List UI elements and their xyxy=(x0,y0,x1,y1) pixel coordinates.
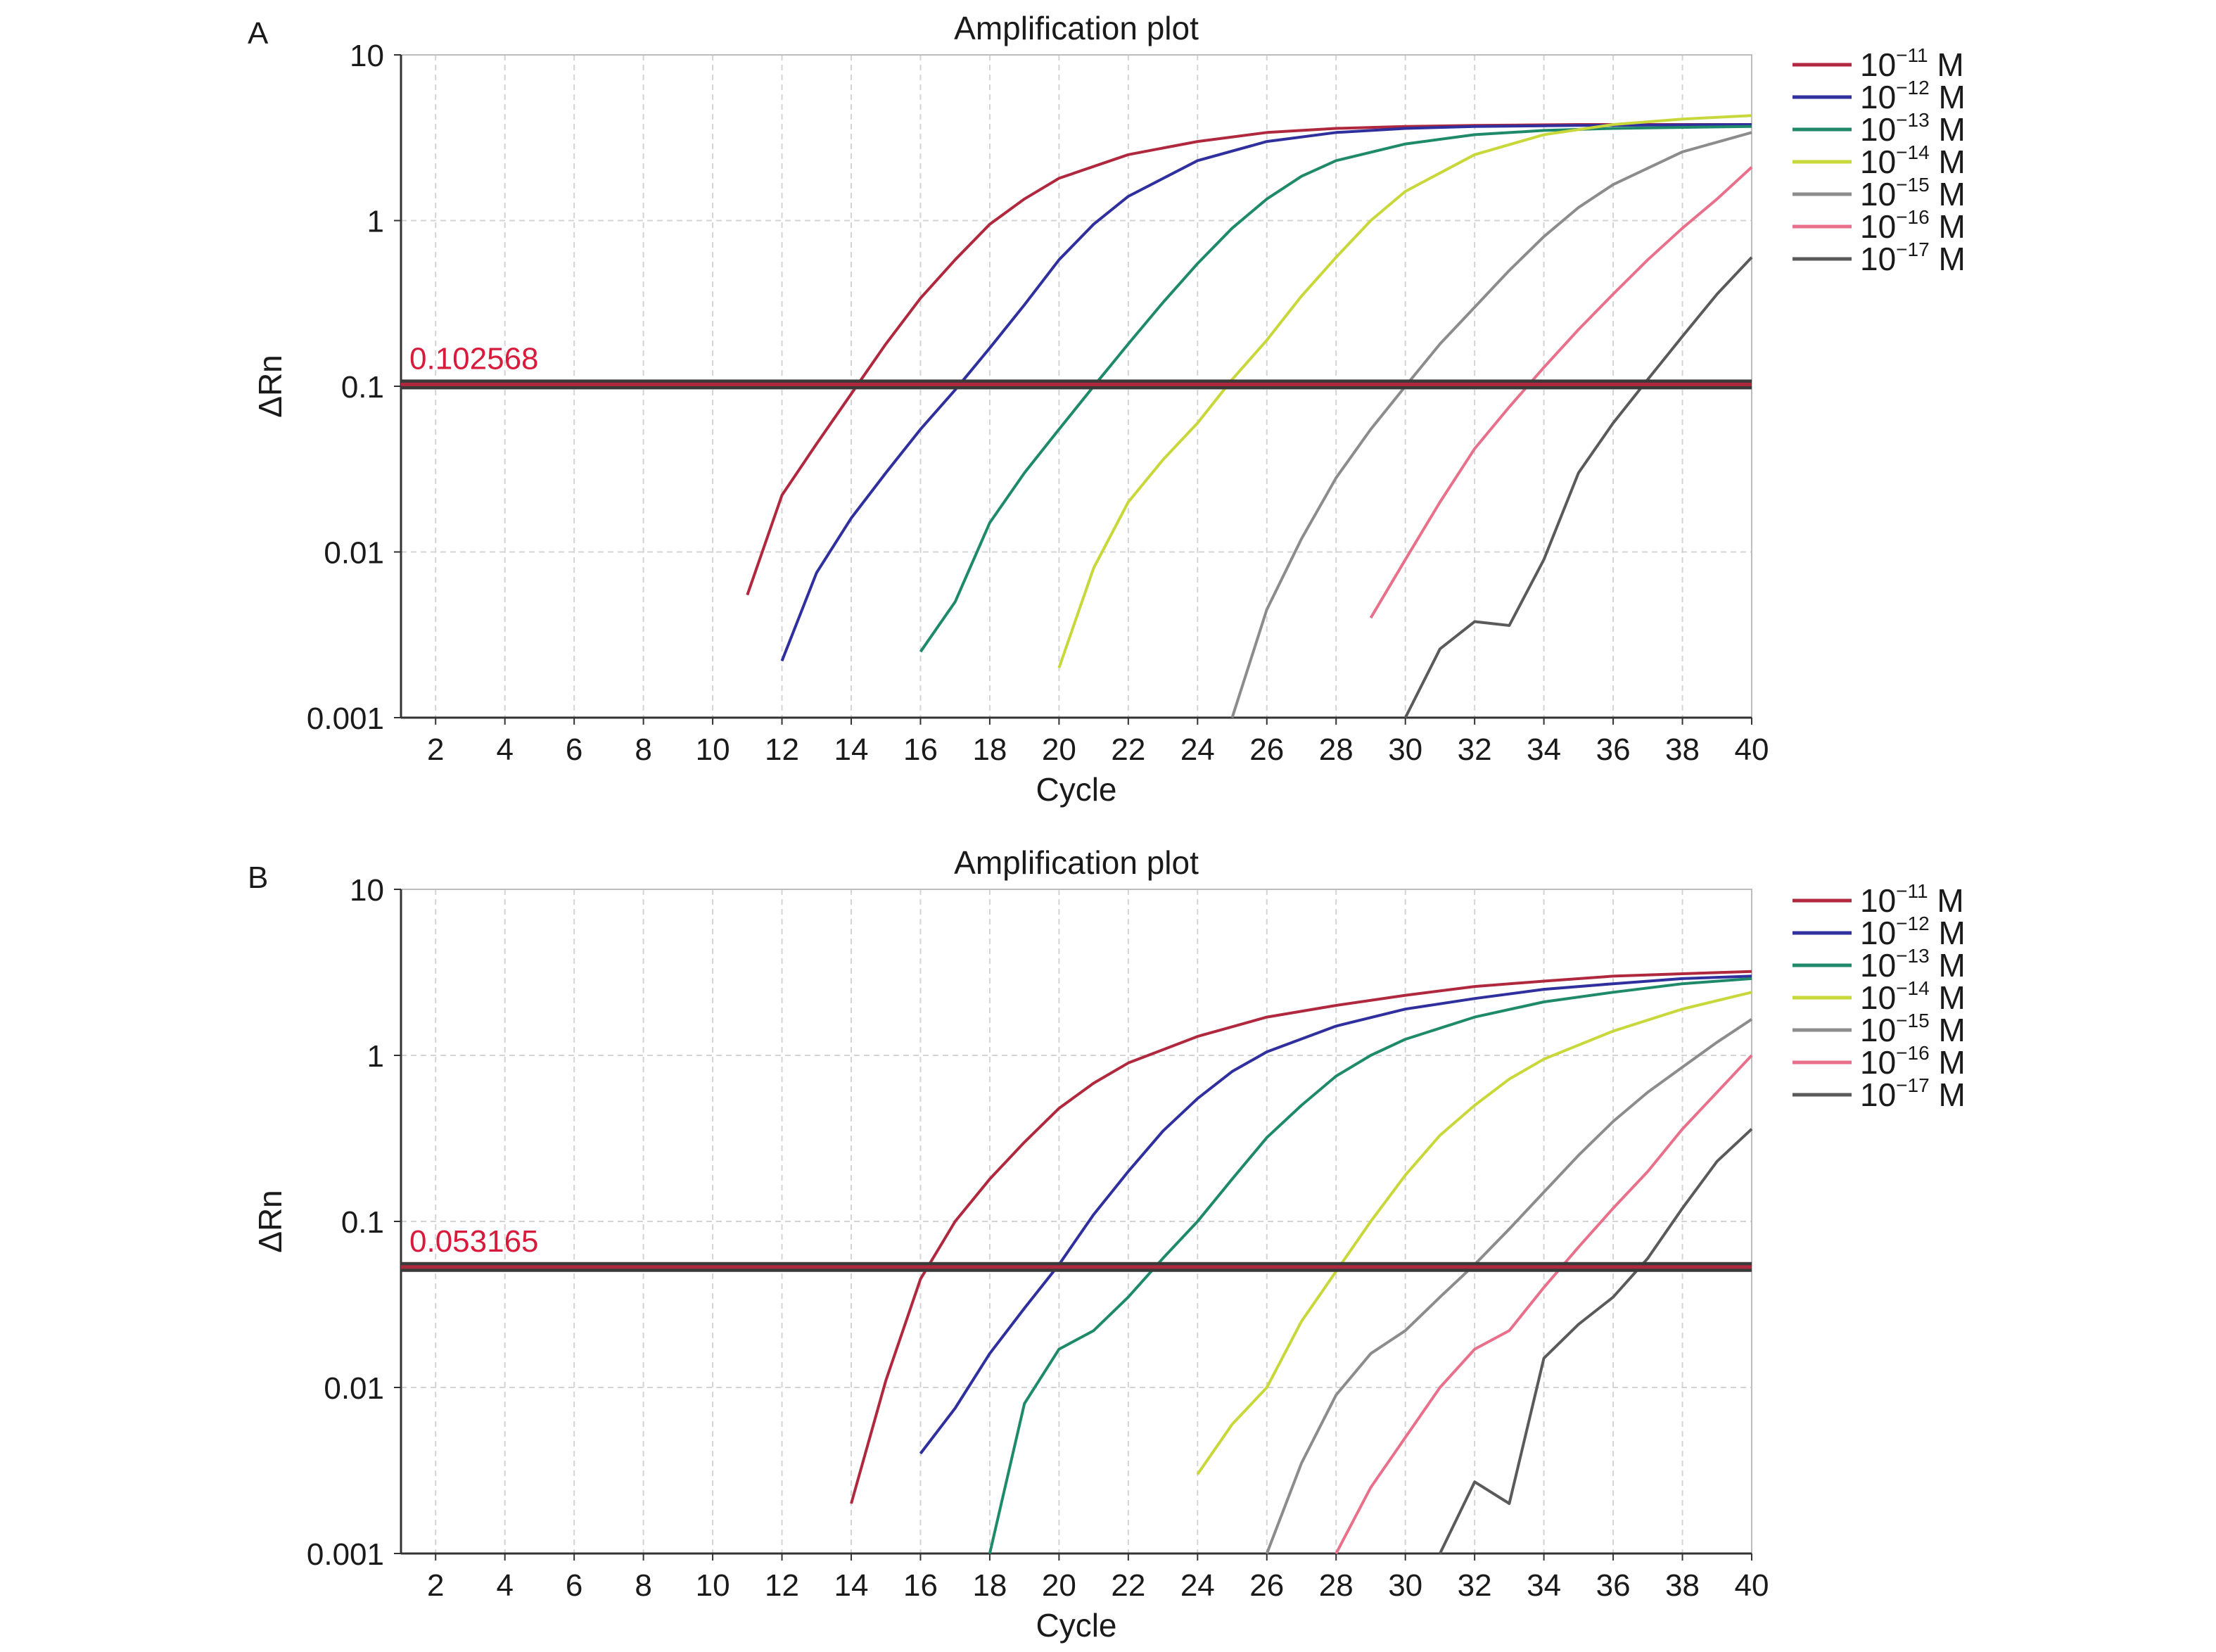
series-line-1e-15 xyxy=(1230,131,1752,718)
y-tick-label: 10 xyxy=(350,873,384,908)
x-tick-label: 6 xyxy=(566,1568,582,1603)
x-tick-label: 20 xyxy=(1042,1568,1076,1603)
x-tick-label: 30 xyxy=(1388,1568,1422,1603)
series-line-1e-15 xyxy=(1265,1018,1753,1554)
y-axis-label: ΔRn xyxy=(252,1190,288,1253)
x-tick-label: 26 xyxy=(1249,1568,1284,1603)
y-tick-label: 1 xyxy=(367,205,384,239)
chart-title: Amplification plot xyxy=(954,10,1199,46)
y-tick-label: 1 xyxy=(367,1039,384,1074)
series-line-1e-13 xyxy=(988,977,1752,1554)
x-tick-label: 22 xyxy=(1111,732,1145,767)
x-tick-label: 10 xyxy=(696,1568,730,1603)
y-tick-label: 0.01 xyxy=(324,1371,384,1406)
x-tick-label: 20 xyxy=(1042,732,1076,767)
series-line-1e-17 xyxy=(1403,256,1753,718)
x-tick-label: 24 xyxy=(1180,1568,1215,1603)
y-tick-label: 0.1 xyxy=(341,1205,384,1240)
series-line-1e-14 xyxy=(1057,114,1752,668)
y-tick-label: 0.001 xyxy=(307,1537,384,1572)
x-tick-label: 28 xyxy=(1319,732,1354,767)
legend-label: 10−16 M xyxy=(1860,1042,1966,1081)
legend-label: 10−14 M xyxy=(1860,141,1966,180)
panel-letter: B xyxy=(248,860,268,895)
x-tick-label: 32 xyxy=(1458,1568,1492,1603)
x-tick-label: 32 xyxy=(1458,732,1492,767)
legend-label: 10−17 M xyxy=(1860,1074,1966,1113)
x-tick-label: 4 xyxy=(496,1568,513,1603)
legend-label: 10−11 M xyxy=(1860,880,1964,919)
series-line-1e-13 xyxy=(919,125,1752,653)
x-tick-label: 36 xyxy=(1596,732,1631,767)
x-tick-label: 24 xyxy=(1180,732,1215,767)
legend-label: 10−15 M xyxy=(1860,174,1966,212)
x-tick-label: 34 xyxy=(1527,1568,1561,1603)
legend-label: 10−12 M xyxy=(1860,913,1966,951)
x-tick-label: 30 xyxy=(1388,732,1422,767)
x-tick-label: 36 xyxy=(1596,1568,1631,1603)
x-tick-label: 26 xyxy=(1249,732,1284,767)
x-tick-label: 4 xyxy=(496,732,513,767)
series-line-1e-12 xyxy=(780,123,1752,662)
x-axis-label: Cycle xyxy=(1036,1607,1116,1644)
legend-label: 10−11 M xyxy=(1860,44,1964,83)
x-axis-label: Cycle xyxy=(1036,771,1116,808)
x-tick-label: 8 xyxy=(635,732,651,767)
x-tick-label: 34 xyxy=(1527,732,1561,767)
y-tick-label: 0.1 xyxy=(341,370,384,405)
x-tick-label: 16 xyxy=(903,1568,938,1603)
x-tick-label: 10 xyxy=(696,732,730,767)
y-tick-label: 10 xyxy=(350,39,384,73)
x-tick-label: 40 xyxy=(1735,1568,1769,1603)
x-tick-label: 6 xyxy=(566,732,582,767)
x-tick-label: 18 xyxy=(972,1568,1007,1603)
x-tick-label: 14 xyxy=(834,1568,869,1603)
series-line-1e-12 xyxy=(919,974,1752,1455)
x-tick-label: 12 xyxy=(765,1568,799,1603)
series-line-1e-16 xyxy=(1335,1054,1753,1554)
x-tick-label: 40 xyxy=(1735,732,1769,767)
series-line-1e-17 xyxy=(1439,1128,1753,1554)
x-tick-label: 2 xyxy=(427,1568,444,1603)
x-tick-label: 38 xyxy=(1665,1568,1700,1603)
x-tick-label: 38 xyxy=(1665,732,1700,767)
legend-label: 10−17 M xyxy=(1860,239,1966,277)
threshold-label: 0.053165 xyxy=(409,1224,539,1259)
x-tick-label: 12 xyxy=(765,732,799,767)
x-tick-label: 16 xyxy=(903,732,938,767)
x-tick-label: 8 xyxy=(635,1568,651,1603)
legend-label: 10−13 M xyxy=(1860,109,1966,148)
legend-label: 10−16 M xyxy=(1860,206,1966,245)
series-line-1e-11 xyxy=(746,123,1752,596)
x-tick-label: 14 xyxy=(834,732,869,767)
y-tick-label: 0.001 xyxy=(307,701,384,736)
legend-label: 10−12 M xyxy=(1860,77,1966,115)
y-tick-label: 0.01 xyxy=(324,536,384,571)
legend-label: 10−13 M xyxy=(1860,945,1966,984)
legend-label: 10−15 M xyxy=(1860,1010,1966,1048)
x-tick-label: 2 xyxy=(427,732,444,767)
x-tick-label: 22 xyxy=(1111,1568,1145,1603)
series-line-1e-14 xyxy=(1196,991,1752,1475)
chart-title: Amplification plot xyxy=(954,844,1199,881)
series-line-1e-11 xyxy=(850,970,1752,1504)
x-tick-label: 18 xyxy=(972,732,1007,767)
series-line-1e-16 xyxy=(1369,166,1753,619)
legend-label: 10−14 M xyxy=(1860,977,1966,1016)
y-axis-label: ΔRn xyxy=(252,355,288,418)
x-tick-label: 28 xyxy=(1319,1568,1354,1603)
threshold-label: 0.102568 xyxy=(409,341,539,376)
panel-letter: A xyxy=(248,16,269,51)
